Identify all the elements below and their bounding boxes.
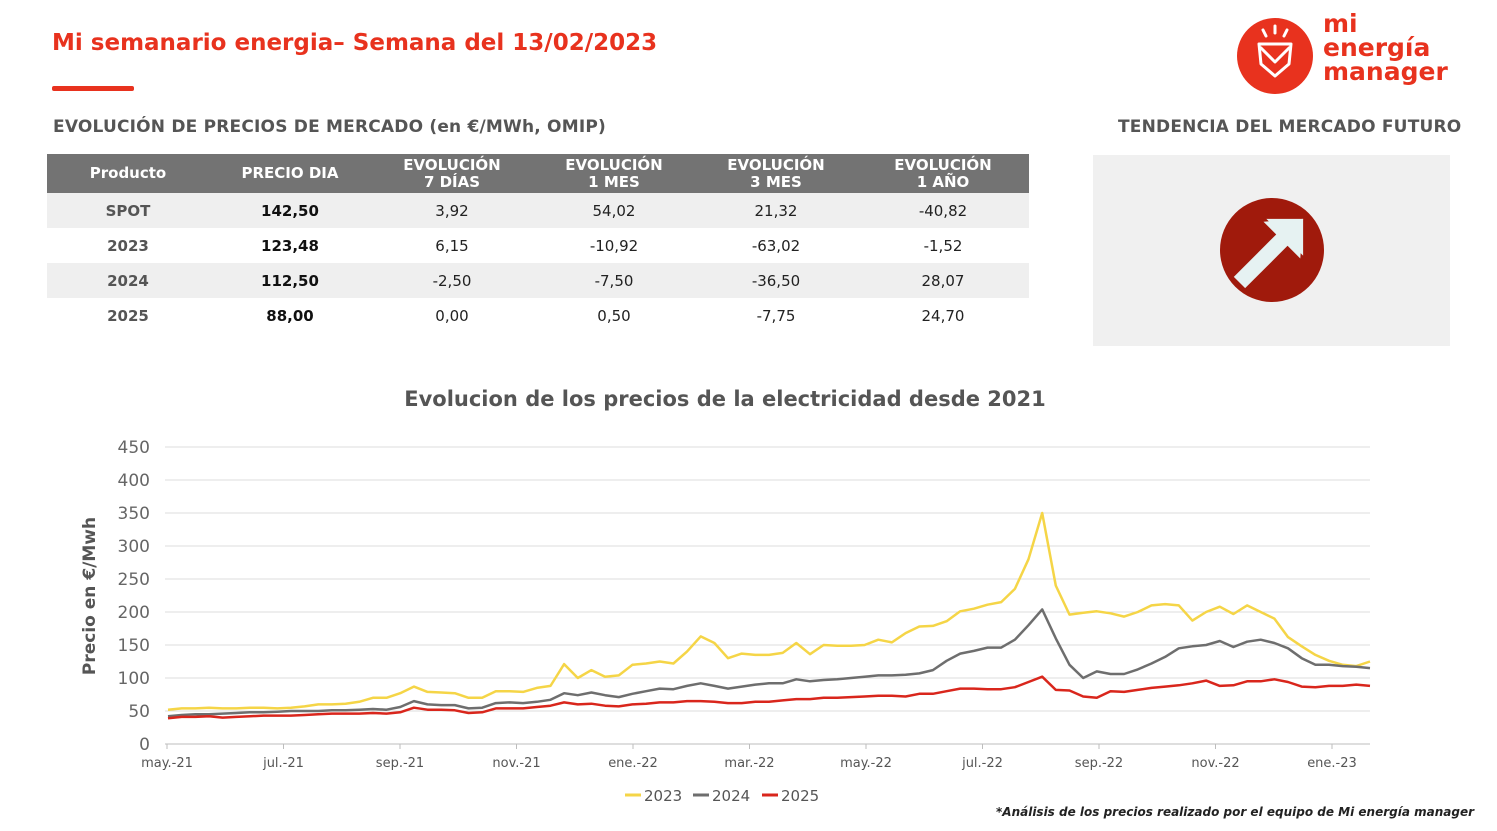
table-row: 2025 88,00 0,00 0,50 -7,75 24,70 bbox=[47, 298, 1029, 333]
title-underline bbox=[52, 86, 134, 91]
y-tick-label: 250 bbox=[118, 570, 150, 590]
x-tick-label: nov.-21 bbox=[492, 756, 540, 771]
x-tick-label: sep.-21 bbox=[376, 756, 424, 771]
cell-1m: -10,92 bbox=[589, 236, 639, 255]
cell-7d: 0,00 bbox=[435, 306, 469, 325]
market-heading: EVOLUCIÓN DE PRECIOS DE MERCADO (en €/MW… bbox=[53, 117, 606, 137]
table-row: 2024 112,50 -2,50 -7,50 -36,50 28,07 bbox=[47, 263, 1029, 298]
cell-1m: 54,02 bbox=[533, 193, 695, 228]
col-header-1y: EVOLUCIÓN 1 AÑO bbox=[857, 154, 1029, 193]
x-tick-label: ene.-23 bbox=[1307, 756, 1357, 771]
cell-3m: -7,75 bbox=[756, 306, 796, 325]
trend-panel bbox=[1093, 155, 1450, 346]
x-tick-label: jul.-22 bbox=[961, 756, 1003, 771]
legend-label: 2024 bbox=[712, 787, 750, 805]
cell-1m: 0,50 bbox=[597, 306, 631, 325]
series-line-2025 bbox=[167, 675, 1371, 720]
x-tick-label: may.-22 bbox=[840, 756, 892, 771]
footnote: *Análisis de los precios realizado por e… bbox=[996, 805, 1475, 819]
x-tick-label: jul.-21 bbox=[262, 756, 304, 771]
logo-emblem-icon bbox=[1237, 18, 1313, 94]
cell-1y: -1,52 bbox=[923, 236, 963, 255]
y-tick-label: 0 bbox=[139, 735, 150, 755]
table-header-row: Producto PRECIO DIA EVOLUCIÓN 7 DÍAS EVO… bbox=[47, 154, 1029, 193]
chart-title: Evolucion de los precios de la electrici… bbox=[404, 387, 1046, 411]
cell-3m: 21,32 bbox=[695, 193, 857, 228]
logo-line-2: energía bbox=[1323, 33, 1431, 62]
cell-1y: 28,07 bbox=[857, 263, 1029, 298]
cell-product: SPOT bbox=[47, 193, 209, 228]
legend-label: 2025 bbox=[781, 787, 819, 805]
cell-price: 112,50 bbox=[209, 263, 371, 298]
market-price-table: Producto PRECIO DIA EVOLUCIÓN 7 DÍAS EVO… bbox=[47, 154, 1029, 333]
series-line-2023 bbox=[167, 511, 1371, 711]
cell-price: 123,48 bbox=[261, 236, 319, 255]
brand-logo: mi energía manager bbox=[1237, 9, 1457, 94]
y-tick-label: 50 bbox=[128, 702, 150, 722]
col-header-7d: EVOLUCIÓN 7 DÍAS bbox=[371, 154, 533, 193]
cell-1m: -7,50 bbox=[533, 263, 695, 298]
y-tick-label: 400 bbox=[118, 471, 150, 491]
y-tick-label: 200 bbox=[118, 603, 150, 623]
col-header-1m: EVOLUCIÓN 1 MES bbox=[533, 154, 695, 193]
y-tick-label: 450 bbox=[118, 438, 150, 458]
cell-3m: -63,02 bbox=[751, 236, 801, 255]
col-header-price: PRECIO DIA bbox=[209, 154, 371, 193]
arrow-up-right-icon bbox=[1220, 198, 1324, 302]
y-tick-label: 300 bbox=[118, 537, 150, 557]
logo-line-1: mi bbox=[1323, 9, 1358, 38]
y-tick-label: 150 bbox=[118, 636, 150, 656]
x-tick-label: ene.-22 bbox=[608, 756, 658, 771]
cell-price: 88,00 bbox=[266, 306, 314, 325]
cell-price: 142,50 bbox=[209, 193, 371, 228]
cell-product: 2023 bbox=[107, 236, 149, 255]
cell-7d: 6,15 bbox=[435, 236, 469, 255]
cell-7d: -2,50 bbox=[371, 263, 533, 298]
logo-line-3: manager bbox=[1323, 57, 1448, 86]
cell-product: 2025 bbox=[107, 306, 149, 325]
cell-3m: -36,50 bbox=[695, 263, 857, 298]
legend-label: 2023 bbox=[644, 787, 682, 805]
trend-heading: TENDENCIA DEL MERCADO FUTURO bbox=[1118, 117, 1462, 137]
x-tick-label: nov.-22 bbox=[1191, 756, 1239, 771]
y-axis-label: Precio en €/Mwh bbox=[80, 517, 100, 675]
x-tick-label: sep.-22 bbox=[1075, 756, 1123, 771]
col-header-3m: EVOLUCIÓN 3 MES bbox=[695, 154, 857, 193]
cell-1y: -40,82 bbox=[857, 193, 1029, 228]
series-line-2024 bbox=[167, 608, 1371, 718]
cell-7d: 3,92 bbox=[371, 193, 533, 228]
y-tick-label: 350 bbox=[118, 504, 150, 524]
table-row: SPOT 142,50 3,92 54,02 21,32 -40,82 bbox=[47, 193, 1029, 228]
col-header-product: Producto bbox=[47, 154, 209, 193]
page-title: Mi semanario energia– Semana del 13/02/2… bbox=[52, 30, 658, 56]
y-tick-label: 100 bbox=[118, 669, 150, 689]
x-tick-label: may.-21 bbox=[141, 756, 193, 771]
table-row: 2023 123,48 6,15 -10,92 -63,02 -1,52 bbox=[47, 228, 1029, 263]
cell-product: 2024 bbox=[47, 263, 209, 298]
cell-1y: 24,70 bbox=[921, 306, 965, 325]
x-tick-label: mar.-22 bbox=[724, 756, 774, 771]
